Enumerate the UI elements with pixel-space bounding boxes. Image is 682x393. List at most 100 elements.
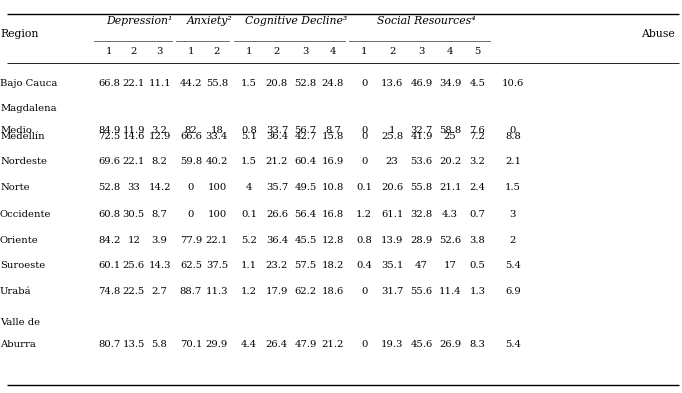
- Text: 52.6: 52.6: [439, 236, 461, 245]
- Text: 32.7: 32.7: [411, 126, 432, 135]
- Text: 52.8: 52.8: [98, 183, 120, 192]
- Text: 3.2: 3.2: [151, 126, 168, 135]
- Text: 21.2: 21.2: [322, 340, 344, 349]
- Text: 2.4: 2.4: [469, 183, 486, 192]
- Text: 16.8: 16.8: [322, 210, 344, 219]
- Text: 61.1: 61.1: [381, 210, 403, 219]
- Text: 18.2: 18.2: [322, 261, 344, 270]
- Text: Medellín: Medellín: [0, 132, 44, 141]
- Text: 6.9: 6.9: [505, 287, 521, 296]
- Text: 62.5: 62.5: [180, 261, 202, 270]
- Text: 0.8: 0.8: [241, 126, 257, 135]
- Text: 88.7: 88.7: [180, 287, 202, 296]
- Text: 55.8: 55.8: [411, 183, 432, 192]
- Text: 5.2: 5.2: [241, 236, 257, 245]
- Text: 13.6: 13.6: [381, 79, 403, 88]
- Text: 5.4: 5.4: [505, 261, 521, 270]
- Text: 3.2: 3.2: [469, 157, 486, 166]
- Text: 7.6: 7.6: [469, 126, 486, 135]
- Text: 60.1: 60.1: [98, 261, 120, 270]
- Text: 84.2: 84.2: [98, 236, 120, 245]
- Text: 3.9: 3.9: [151, 236, 168, 245]
- Text: 69.6: 69.6: [98, 157, 120, 166]
- Text: 100: 100: [207, 183, 226, 192]
- Text: 14.6: 14.6: [123, 132, 145, 141]
- Text: 2: 2: [389, 47, 396, 56]
- Text: 22.5: 22.5: [123, 287, 145, 296]
- Text: 13.9: 13.9: [381, 236, 403, 245]
- Text: 22.1: 22.1: [123, 79, 145, 88]
- Text: 14.3: 14.3: [149, 261, 170, 270]
- Text: 49.5: 49.5: [295, 183, 316, 192]
- Text: 8.3: 8.3: [469, 340, 486, 349]
- Text: 1.5: 1.5: [241, 79, 257, 88]
- Text: 11.1: 11.1: [148, 79, 171, 88]
- Text: 5.4: 5.4: [505, 340, 521, 349]
- Text: 2.7: 2.7: [151, 287, 168, 296]
- Text: 0.4: 0.4: [356, 261, 372, 270]
- Text: 1.3: 1.3: [469, 287, 486, 296]
- Text: 3.8: 3.8: [469, 236, 486, 245]
- Text: Depression¹: Depression¹: [106, 16, 173, 26]
- Text: 80.7: 80.7: [98, 340, 120, 349]
- Text: 45.6: 45.6: [411, 340, 432, 349]
- Text: Norte: Norte: [0, 183, 29, 192]
- Text: 1: 1: [106, 47, 113, 56]
- Text: Suroeste: Suroeste: [0, 261, 45, 270]
- Text: 35.1: 35.1: [381, 261, 403, 270]
- Text: 55.8: 55.8: [206, 79, 228, 88]
- Text: 4: 4: [447, 47, 454, 56]
- Text: 37.5: 37.5: [206, 261, 228, 270]
- Text: 0: 0: [361, 340, 368, 349]
- Text: Oriente: Oriente: [0, 236, 39, 245]
- Text: 0: 0: [188, 183, 194, 192]
- Text: 33: 33: [128, 183, 140, 192]
- Text: 34.9: 34.9: [439, 79, 461, 88]
- Text: 84.9: 84.9: [98, 126, 120, 135]
- Text: 3: 3: [509, 210, 516, 219]
- Text: Magdalena: Magdalena: [0, 104, 57, 113]
- Text: 22.1: 22.1: [206, 236, 228, 245]
- Text: 28.9: 28.9: [411, 236, 432, 245]
- Text: 1.1: 1.1: [241, 261, 257, 270]
- Text: 3: 3: [418, 47, 425, 56]
- Text: 20.8: 20.8: [266, 79, 288, 88]
- Text: 0.1: 0.1: [356, 183, 372, 192]
- Text: 66.8: 66.8: [98, 79, 120, 88]
- Text: Abuse: Abuse: [642, 29, 675, 39]
- Text: 32.8: 32.8: [411, 210, 432, 219]
- Text: 47.9: 47.9: [295, 340, 316, 349]
- Text: 40.2: 40.2: [206, 157, 228, 166]
- Text: 14.2: 14.2: [149, 183, 170, 192]
- Text: 20.6: 20.6: [381, 183, 403, 192]
- Text: 5.1: 5.1: [241, 132, 257, 141]
- Text: 57.5: 57.5: [295, 261, 316, 270]
- Text: 41.9: 41.9: [411, 132, 432, 141]
- Text: 26.6: 26.6: [266, 210, 288, 219]
- Text: 0: 0: [361, 287, 368, 296]
- Text: 0.7: 0.7: [469, 210, 486, 219]
- Text: 53.6: 53.6: [411, 157, 432, 166]
- Text: 12.9: 12.9: [149, 132, 170, 141]
- Text: 0.8: 0.8: [356, 236, 372, 245]
- Text: 1.2: 1.2: [356, 210, 372, 219]
- Text: 0: 0: [361, 126, 368, 135]
- Text: Medio: Medio: [0, 126, 32, 135]
- Text: 3: 3: [156, 47, 163, 56]
- Text: 2: 2: [273, 47, 280, 56]
- Text: 10.6: 10.6: [502, 79, 524, 88]
- Text: 59.8: 59.8: [180, 157, 202, 166]
- Text: 33.4: 33.4: [206, 132, 228, 141]
- Text: 0: 0: [509, 126, 516, 135]
- Text: 2: 2: [213, 47, 220, 56]
- Text: 12: 12: [128, 236, 140, 245]
- Text: 22.1: 22.1: [123, 157, 145, 166]
- Text: 74.8: 74.8: [98, 287, 120, 296]
- Text: 11.9: 11.9: [123, 126, 145, 135]
- Text: 1: 1: [246, 47, 252, 56]
- Text: 2: 2: [509, 236, 516, 245]
- Text: 0.1: 0.1: [241, 210, 257, 219]
- Text: 45.5: 45.5: [295, 236, 316, 245]
- Text: 10.8: 10.8: [322, 183, 344, 192]
- Text: 24.8: 24.8: [322, 79, 344, 88]
